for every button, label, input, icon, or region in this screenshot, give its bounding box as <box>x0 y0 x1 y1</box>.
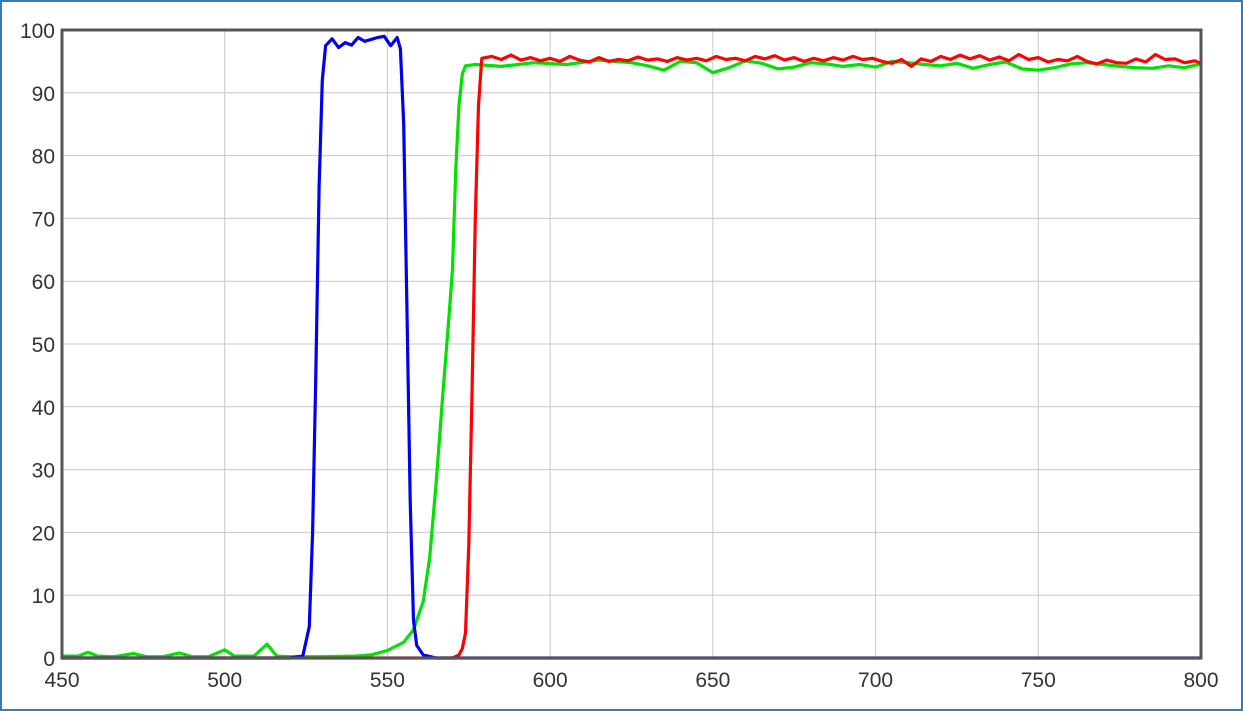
series-line-2 <box>62 52 1201 660</box>
y-tick-label: 0 <box>43 648 55 671</box>
data-series-group <box>62 34 1201 660</box>
y-tick-label: 30 <box>32 460 55 483</box>
y-tick-label: 20 <box>32 522 55 545</box>
x-tick-label: 500 <box>207 669 242 692</box>
y-tick-label: 70 <box>32 208 55 231</box>
x-tick-label: 650 <box>695 669 730 692</box>
x-tick-label: 700 <box>858 669 893 692</box>
y-tick-label: 50 <box>32 334 55 357</box>
tick-labels: 450 500 550 600 650 700 750 800 0 10 20 30 40 50 60 70 8… <box>20 20 1219 692</box>
x-tick-label: 550 <box>370 669 405 692</box>
x-tick-label: 450 <box>44 669 79 692</box>
grid-lines <box>61 29 1202 659</box>
y-tick-label: 80 <box>32 146 55 169</box>
y-tick-label: 60 <box>32 271 55 294</box>
y-tick-label: 100 <box>20 20 55 43</box>
x-tick-label: 600 <box>533 669 568 692</box>
y-tick-label: 40 <box>32 397 55 420</box>
y-tick-label: 90 <box>32 83 55 106</box>
series-line-1 <box>62 58 1201 659</box>
series-line-3 <box>62 34 1201 660</box>
x-tick-label: 750 <box>1021 669 1056 692</box>
plot-area-border <box>60 28 1203 660</box>
x-tick-label: 800 <box>1183 669 1218 692</box>
y-tick-label: 10 <box>32 585 55 608</box>
